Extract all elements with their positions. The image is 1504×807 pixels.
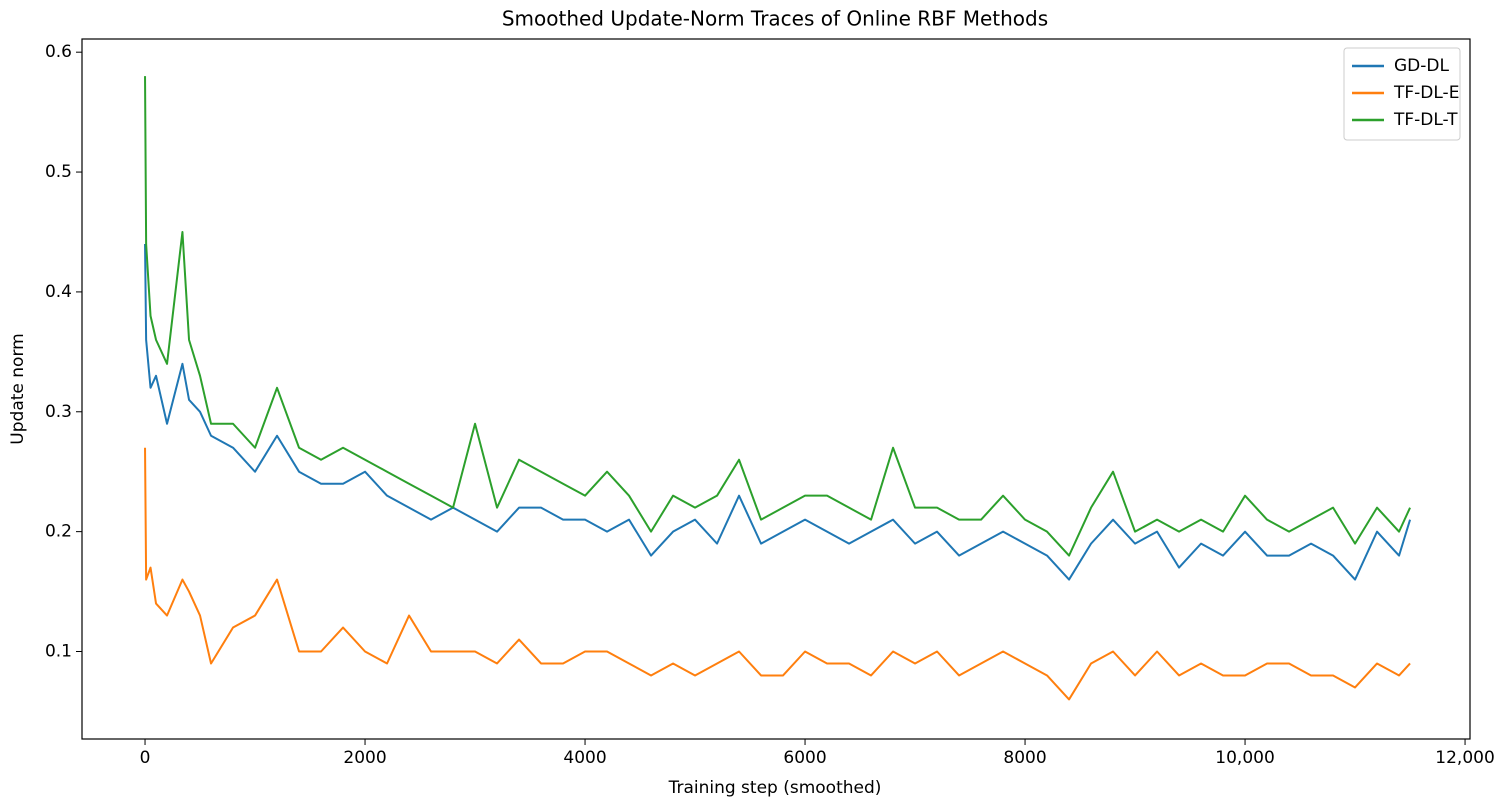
x-tick-label: 4000: [563, 748, 606, 768]
legend-box: [1343, 47, 1461, 141]
y-tick-label: 0.2: [45, 522, 72, 542]
x-axis-label: Training step (smoothed): [668, 778, 882, 798]
x-tick-label: 2000: [343, 748, 386, 768]
y-tick-label: 0.3: [45, 402, 72, 422]
series-line: [144, 76, 1411, 557]
series-line: [144, 243, 1412, 581]
legend-label: GD-DL: [1394, 56, 1449, 76]
plot-frame: [81, 38, 1471, 740]
x-tick-label: 10,000: [1215, 748, 1274, 768]
x-tick-label: 8000: [1003, 748, 1046, 768]
x-tick-label: 12,000: [1435, 748, 1494, 768]
x-tick-label: 6000: [783, 748, 826, 768]
chart-title: Smoothed Update-Norm Traces of Online RB…: [502, 7, 1048, 31]
y-tick-label: 0.4: [45, 282, 72, 302]
series-line: [144, 447, 1411, 701]
y-tick-label: 0.1: [45, 642, 72, 662]
legend-label: TF-DL-T: [1393, 110, 1458, 130]
y-axis-label: Update norm: [8, 333, 28, 444]
y-tick-label: 0.5: [45, 162, 72, 182]
y-tick-label: 0.6: [45, 42, 72, 62]
legend-label: TF-DL-E: [1393, 83, 1459, 103]
x-tick-label: 0: [140, 748, 151, 768]
